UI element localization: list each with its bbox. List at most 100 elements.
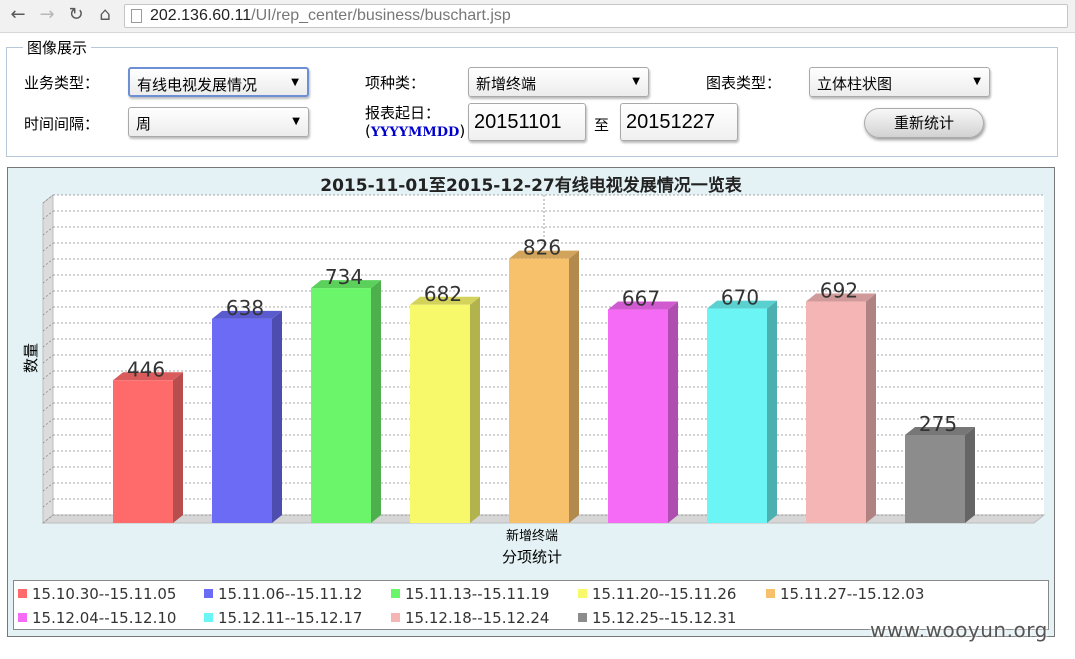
bar-top bbox=[608, 301, 678, 310]
chart-type-label: 图表类型： bbox=[706, 74, 782, 92]
bar-value-label: 670 bbox=[721, 286, 759, 310]
item-type-select[interactable]: 新增终端 ▼ bbox=[468, 67, 649, 97]
dropdown-arrow-icon: ▼ bbox=[973, 76, 981, 87]
bar bbox=[806, 301, 866, 523]
bar bbox=[113, 380, 173, 523]
bar-value-label: 734 bbox=[325, 265, 363, 289]
image-display-fieldset: 图像展示 bbox=[6, 37, 1058, 157]
interval-label: 时间间隔： bbox=[24, 115, 100, 133]
legend-label: 15.12.25--15.12.31 bbox=[592, 609, 737, 627]
end-date-input[interactable]: 20151227 bbox=[620, 103, 738, 141]
legend-swatch bbox=[578, 589, 587, 598]
business-type-select[interactable]: 有线电视发展情况 ▼ bbox=[128, 67, 309, 97]
back-arrow-icon[interactable]: ← bbox=[10, 4, 26, 25]
legend-item: 15.12.25--15.12.31 bbox=[578, 609, 736, 627]
bar-value-label: 667 bbox=[622, 287, 660, 311]
bar-side bbox=[767, 300, 777, 523]
category-label: 新增终端 bbox=[506, 528, 558, 544]
legend-label: 15.12.11--15.12.17 bbox=[218, 609, 363, 627]
chart-title: 2015-11-01至2015-12-27有线电视发展情况一览表 bbox=[320, 176, 742, 196]
bar-side bbox=[272, 310, 282, 523]
page-icon bbox=[131, 9, 142, 23]
bar-top bbox=[212, 310, 282, 319]
bar bbox=[212, 318, 272, 523]
bar-side bbox=[965, 427, 975, 523]
bar-top bbox=[113, 372, 183, 381]
bar-top bbox=[410, 296, 480, 305]
bar-side bbox=[668, 301, 678, 523]
date-to-separator: 至 bbox=[594, 116, 610, 134]
date-label: 报表起日： bbox=[365, 104, 441, 122]
bar-top bbox=[509, 250, 579, 259]
bar bbox=[707, 308, 767, 523]
home-icon[interactable]: ⌂ bbox=[99, 4, 111, 25]
legend-label: 15.11.20--15.11.26 bbox=[592, 585, 737, 603]
item-type-label: 项种类： bbox=[365, 74, 426, 92]
reload-icon[interactable]: ↻ bbox=[68, 4, 84, 25]
legend-label: 15.11.13--15.11.19 bbox=[405, 585, 550, 603]
x-axis-label: 分项统计 bbox=[502, 548, 562, 566]
bar-value-label: 638 bbox=[226, 296, 264, 320]
legend-label: 15.11.06--15.11.12 bbox=[218, 585, 363, 603]
bar-value-label: 275 bbox=[919, 412, 957, 436]
bar bbox=[410, 304, 470, 523]
y-axis-label: 数量 bbox=[22, 343, 40, 373]
bar-value-label: 826 bbox=[523, 236, 561, 260]
url-text: 202.136.60.11/UI/rep_center/business/bus… bbox=[150, 7, 511, 24]
chart-panel: 2015-11-01至2015-12-27有线电视发展情况一览表 446 638 7… bbox=[7, 167, 1055, 637]
bar-side bbox=[866, 293, 876, 523]
legend-item: 15.11.20--15.11.26 bbox=[578, 585, 736, 603]
legend-label: 15.12.18--15.12.24 bbox=[405, 609, 550, 627]
legend-swatch bbox=[204, 589, 213, 598]
bar-top bbox=[806, 293, 876, 302]
bar-side bbox=[470, 296, 480, 523]
watermark-text: www.wooyun.org bbox=[870, 618, 1048, 642]
business-type-label: 业务类型： bbox=[24, 74, 100, 92]
legend-item: 15.11.06--15.11.12 bbox=[204, 585, 362, 603]
legend-swatch bbox=[391, 589, 400, 598]
legend-item: 15.12.11--15.12.17 bbox=[204, 609, 362, 627]
dropdown-arrow-icon: ▼ bbox=[632, 76, 640, 87]
legend-label: 15.12.04--15.12.10 bbox=[32, 609, 177, 627]
chart-legend: 15.10.30--15.11.05 15.11.06--15.11.12 15.1… bbox=[13, 580, 1049, 630]
legend-swatch bbox=[766, 589, 775, 598]
address-bar[interactable]: 202.136.60.11/UI/rep_center/business/bus… bbox=[124, 4, 1068, 28]
bar-side bbox=[569, 250, 579, 523]
bar-side bbox=[371, 280, 381, 523]
bar bbox=[608, 309, 668, 523]
chart-type-select[interactable]: 立体柱状图 ▼ bbox=[809, 67, 990, 97]
bar bbox=[311, 288, 371, 523]
legend-label: 15.10.30--15.11.05 bbox=[32, 585, 177, 603]
dropdown-arrow-icon: ▼ bbox=[291, 77, 299, 88]
legend-swatch bbox=[391, 613, 400, 622]
dropdown-arrow-icon: ▼ bbox=[292, 116, 300, 127]
legend-item: 15.12.04--15.12.10 bbox=[18, 609, 176, 627]
date-format-hint: (YYYYMMDD) bbox=[365, 122, 466, 140]
recalculate-button[interactable]: 重新统计 bbox=[864, 108, 984, 138]
bar bbox=[509, 258, 569, 523]
bar-value-label: 446 bbox=[127, 357, 165, 381]
date-format-text: YYYYMMDD bbox=[370, 125, 460, 140]
legend-item: 15.12.18--15.12.24 bbox=[391, 609, 549, 627]
bar-top bbox=[707, 300, 777, 309]
bar-value-label: 692 bbox=[820, 279, 858, 303]
browser-toolbar: ← → ↻ ⌂ 202.136.60.11/UI/rep_center/busi… bbox=[0, 0, 1075, 33]
legend-item: 15.11.13--15.11.19 bbox=[391, 585, 549, 603]
legend-item: 15.10.30--15.11.05 bbox=[18, 585, 176, 603]
legend-swatch bbox=[578, 613, 587, 622]
legend-swatch bbox=[204, 613, 213, 622]
legend-label: 15.11.27--15.12.03 bbox=[780, 585, 925, 603]
interval-select[interactable]: 周 ▼ bbox=[128, 107, 309, 137]
legend-swatch bbox=[18, 589, 27, 598]
start-date-input[interactable]: 20151101 bbox=[468, 103, 586, 141]
bar-top bbox=[905, 427, 975, 435]
legend-item: 15.11.27--15.12.03 bbox=[766, 585, 924, 603]
legend-swatch bbox=[18, 613, 27, 622]
bar-top bbox=[311, 280, 381, 289]
forward-arrow-icon[interactable]: → bbox=[39, 4, 55, 25]
bar-side bbox=[173, 372, 183, 523]
bar bbox=[905, 435, 965, 523]
fieldset-legend: 图像展示 bbox=[23, 37, 92, 58]
bar-value-label: 682 bbox=[424, 282, 462, 306]
